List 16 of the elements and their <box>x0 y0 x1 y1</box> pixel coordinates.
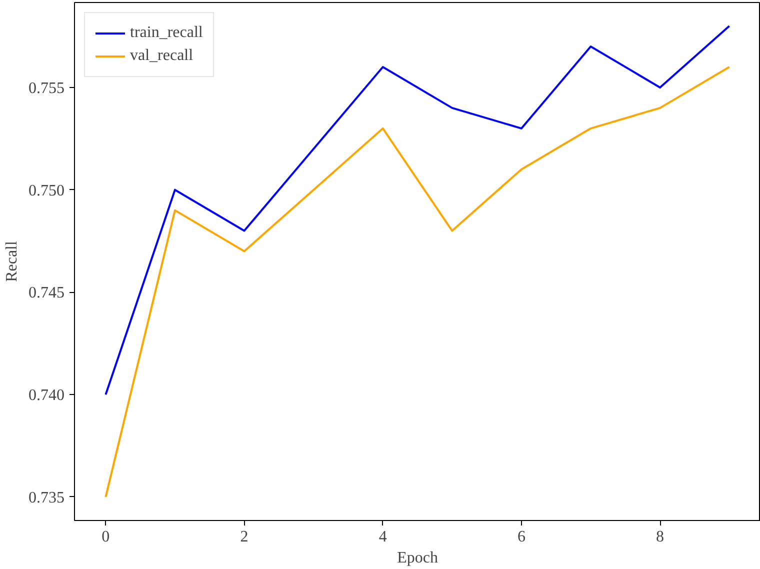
legend-label: val_recall <box>130 47 194 65</box>
legend-label: train_recall <box>130 24 203 42</box>
x-axis-title: Epoch <box>397 550 438 566</box>
line-series <box>104 66 730 498</box>
line-series <box>104 25 730 396</box>
y-tick-label: 0.750 <box>28 182 64 200</box>
y-tick-label: 0.755 <box>28 80 64 97</box>
x-tick-label: 2 <box>240 528 248 546</box>
x-tick-label: 4 <box>378 528 387 546</box>
y-tick-label: 0.745 <box>28 284 64 302</box>
x-tick-label: 8 <box>656 528 664 546</box>
x-tick-label: 0 <box>102 528 110 546</box>
y-axis-title: Recall <box>4 240 20 282</box>
y-tick-label: 0.735 <box>28 489 64 506</box>
x-tick-label: 6 <box>517 528 526 546</box>
y-tick-label: 0.740 <box>28 387 64 404</box>
